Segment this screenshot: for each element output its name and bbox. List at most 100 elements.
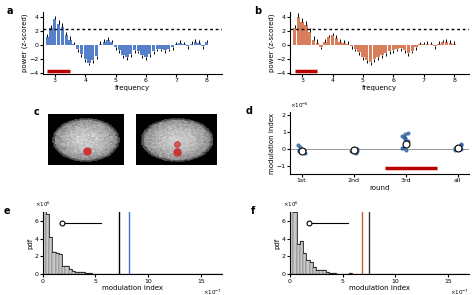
Bar	[118, 45, 121, 50]
Bar	[313, 267, 316, 274]
Bar	[167, 45, 171, 49]
Bar	[88, 273, 91, 274]
Point	[296, 144, 303, 149]
Bar	[346, 44, 349, 45]
Point	[404, 131, 411, 135]
Bar	[159, 45, 163, 49]
Bar	[148, 45, 151, 54]
Text: c: c	[34, 107, 39, 117]
X-axis label: round: round	[369, 185, 390, 191]
Bar	[327, 37, 330, 45]
Bar	[133, 45, 136, 50]
Bar	[319, 270, 323, 274]
Bar	[198, 43, 201, 45]
Bar	[433, 45, 437, 46]
Bar	[306, 260, 310, 274]
Point	[455, 146, 463, 150]
Bar	[310, 262, 313, 274]
Bar	[384, 45, 387, 53]
Bar	[129, 45, 132, 54]
Text: $\times10^{-7}$: $\times10^{-7}$	[203, 288, 222, 295]
Bar	[79, 272, 82, 274]
Point	[457, 146, 465, 151]
Bar	[110, 42, 113, 45]
Text: $\times10^{6}$: $\times10^{6}$	[283, 200, 299, 209]
Bar	[290, 188, 293, 274]
Point	[453, 146, 460, 151]
Bar	[80, 45, 83, 54]
Bar	[304, 25, 308, 45]
Point	[353, 146, 360, 151]
Bar	[326, 272, 329, 274]
Point	[352, 148, 360, 153]
Bar	[85, 273, 88, 274]
Bar	[43, 185, 46, 274]
Bar	[316, 270, 319, 274]
Bar	[76, 45, 79, 49]
Bar	[323, 42, 327, 45]
Bar	[369, 45, 372, 62]
Bar	[95, 45, 98, 56]
Bar	[357, 45, 361, 52]
Bar	[75, 272, 79, 274]
Bar	[376, 45, 380, 57]
Bar	[49, 237, 53, 274]
Point	[347, 149, 355, 154]
Bar	[121, 45, 125, 55]
Point	[351, 150, 358, 155]
Bar	[137, 45, 140, 51]
X-axis label: frequency: frequency	[115, 85, 150, 91]
Bar	[452, 44, 456, 45]
Bar	[373, 45, 376, 59]
Text: b: b	[254, 6, 261, 16]
Bar	[303, 253, 306, 274]
Bar	[365, 45, 368, 60]
Bar	[426, 44, 429, 45]
X-axis label: frequency: frequency	[362, 85, 397, 91]
Text: e: e	[3, 206, 10, 216]
Bar	[53, 19, 56, 45]
Bar	[171, 45, 174, 47]
Point	[298, 149, 305, 154]
Point	[455, 146, 462, 150]
Bar	[72, 271, 75, 274]
Point	[399, 134, 406, 138]
Bar	[82, 272, 85, 274]
Point	[451, 148, 459, 153]
Point	[350, 148, 358, 153]
Point	[352, 147, 360, 152]
Bar	[301, 22, 304, 45]
Text: d: d	[245, 106, 252, 116]
Bar	[46, 214, 49, 274]
Point	[401, 135, 409, 140]
Bar	[68, 40, 72, 45]
Bar	[361, 45, 365, 57]
Point	[295, 149, 302, 154]
Point	[295, 148, 302, 153]
X-axis label: modulation index: modulation index	[349, 285, 410, 291]
Bar	[448, 43, 452, 45]
Bar	[49, 29, 53, 45]
Point	[454, 147, 462, 152]
Point	[402, 148, 410, 153]
Point	[453, 145, 461, 150]
Text: $\times10^{6}$: $\times10^{6}$	[36, 200, 51, 209]
Point	[299, 150, 306, 155]
Bar	[59, 254, 62, 274]
Bar	[99, 44, 102, 45]
Bar	[354, 45, 357, 49]
Point	[400, 145, 407, 150]
Bar	[64, 35, 68, 45]
Point	[457, 141, 465, 146]
Point	[400, 134, 408, 139]
Bar	[403, 45, 406, 50]
Bar	[319, 45, 323, 47]
Bar	[297, 244, 300, 274]
Bar	[61, 27, 64, 45]
Point	[454, 145, 462, 150]
Text: f: f	[251, 206, 255, 216]
Bar	[144, 45, 147, 57]
Bar	[437, 44, 440, 45]
Point	[300, 147, 307, 152]
Bar	[342, 43, 346, 45]
